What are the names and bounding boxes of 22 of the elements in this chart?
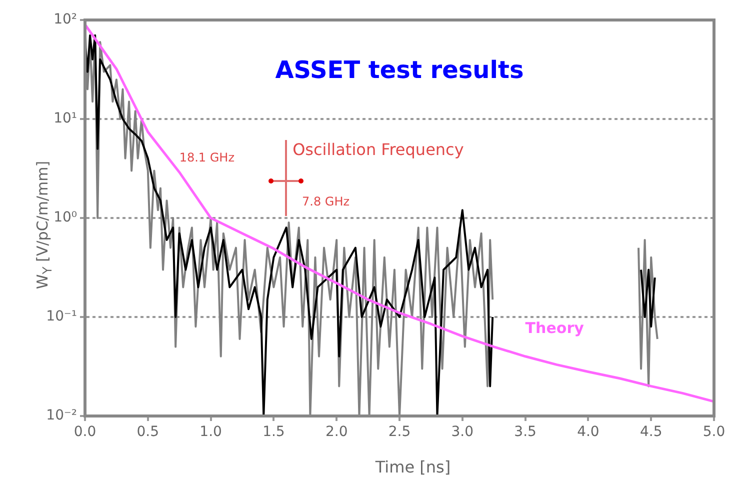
x-tick-label: 2.5 (388, 424, 411, 440)
y-tick-label: 10⁰ (54, 210, 78, 226)
text: ASSET test results (275, 56, 524, 84)
x-tick-label: 0.5 (136, 424, 160, 440)
x-axis-title: Time [ns] (375, 458, 451, 476)
x-tick-label: 1.0 (200, 424, 222, 440)
x-tick-label: 0.0 (74, 424, 96, 440)
annotation: Oscillation Frequency (292, 140, 464, 159)
y-tick-label: 10² (54, 12, 77, 28)
y-tick-label: 10⁻² (46, 408, 77, 424)
x-tick-label: 3.0 (451, 424, 474, 440)
annotation: 7.8 GHz (302, 194, 350, 208)
y-tick-label: 10¹ (54, 110, 77, 127)
x-tick-label: 5.0 (702, 424, 726, 440)
series-label: Theory (525, 318, 584, 337)
x-tick-label: 4.5 (640, 424, 662, 440)
x-tick-label: 1.5 (262, 424, 285, 440)
annotation: 18.1 GHz (179, 150, 235, 165)
x-tick-label: 4.0 (577, 424, 600, 440)
y-tick-label: 10⁻¹ (46, 308, 77, 325)
x-tick-label: 3.5 (514, 424, 536, 440)
x-tick-label: 2.0 (325, 424, 348, 440)
